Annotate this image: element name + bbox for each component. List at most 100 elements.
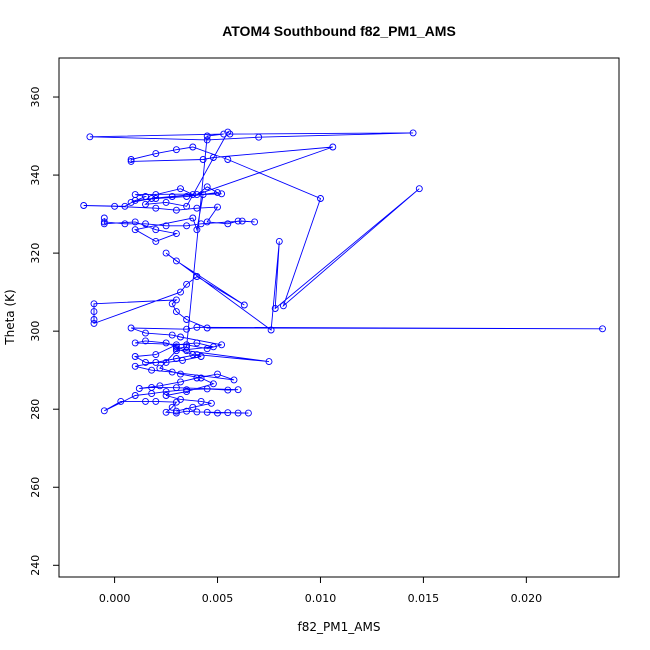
data-point [152, 226, 160, 234]
data-point [156, 382, 164, 390]
data-point [168, 368, 176, 376]
data-point [142, 397, 149, 405]
data-point [183, 280, 191, 288]
data-point [183, 202, 191, 210]
chart-title: ATOM4 Southbound f82_PM1_AMS [222, 23, 456, 39]
data-point [203, 345, 211, 353]
data-point [148, 383, 156, 391]
x-tick-label: 0.015 [408, 592, 440, 605]
data-point [142, 358, 149, 366]
data-point [197, 374, 205, 382]
data-point [152, 358, 160, 366]
data-point [142, 337, 149, 345]
data-point [183, 388, 191, 396]
data-point [193, 408, 201, 416]
data-point [111, 202, 119, 210]
x-tick-label: 0.000 [99, 592, 131, 605]
data-point [251, 218, 259, 226]
data-point [148, 195, 156, 202]
data-point [121, 220, 129, 228]
data-point [193, 273, 201, 280]
data-point [265, 358, 273, 366]
y-tick-label: 260 [29, 477, 42, 498]
data-point [177, 333, 184, 341]
y-tick-label: 340 [29, 165, 42, 186]
data-point [127, 157, 135, 165]
data-point [80, 202, 88, 209]
data-point [209, 343, 217, 351]
data-point [224, 409, 232, 417]
data-point [177, 378, 184, 386]
y-tick-label: 320 [29, 243, 42, 264]
data-point [162, 408, 170, 416]
data-point [189, 143, 197, 151]
data-point [238, 217, 246, 225]
data-point [189, 351, 197, 359]
data-point [162, 249, 170, 257]
data-point [234, 386, 242, 394]
data-point [224, 128, 232, 136]
data-point [209, 380, 217, 388]
data-point [279, 302, 287, 310]
data-point [168, 403, 176, 411]
data-point [203, 136, 211, 144]
data-point [168, 331, 176, 339]
data-point [189, 191, 197, 199]
data-point [214, 189, 221, 197]
data-point [100, 407, 108, 415]
data-point [177, 370, 184, 378]
data-point [183, 341, 191, 349]
data-point [156, 364, 164, 372]
data-point [218, 190, 226, 198]
data-point [193, 351, 201, 359]
data-point [90, 308, 98, 316]
data-point [168, 300, 176, 308]
data-point [121, 202, 129, 210]
data-point [152, 237, 160, 245]
data-point [224, 386, 232, 394]
data-point [152, 195, 160, 202]
data-point [267, 326, 275, 334]
data-point [172, 343, 180, 351]
data-point [100, 220, 108, 228]
data-point [90, 319, 98, 327]
y-tick-label: 360 [29, 87, 42, 108]
data-point [193, 339, 201, 347]
data-point [168, 193, 176, 200]
data-point [271, 305, 279, 312]
data-point [172, 308, 180, 316]
data-point [599, 325, 606, 333]
data-point [142, 193, 149, 200]
data-point [203, 183, 211, 191]
data-point [415, 185, 423, 193]
data-point [172, 347, 180, 355]
data-point [224, 220, 232, 228]
data-point [172, 345, 180, 353]
data-point [127, 156, 135, 163]
data-point [172, 257, 180, 265]
data-point [209, 154, 217, 161]
data-point [152, 191, 160, 199]
data-point [183, 386, 191, 394]
data-point [197, 397, 205, 405]
data-point [214, 370, 221, 378]
y-axis: 240 260 280 300 320 340 360 [29, 87, 59, 576]
data-point [117, 397, 125, 405]
data-point [177, 395, 184, 403]
data-point [189, 403, 197, 411]
data-series [80, 128, 606, 417]
data-point [172, 206, 180, 214]
data-point [203, 132, 211, 140]
data-point [127, 198, 135, 206]
data-point [329, 143, 337, 151]
data-point [317, 195, 324, 202]
data-point [234, 409, 242, 417]
data-point [172, 296, 180, 304]
data-point [172, 407, 180, 415]
data-point [127, 324, 135, 332]
data-point [203, 218, 211, 226]
data-point [177, 185, 184, 193]
data-point [100, 218, 108, 226]
data-point [162, 198, 170, 206]
